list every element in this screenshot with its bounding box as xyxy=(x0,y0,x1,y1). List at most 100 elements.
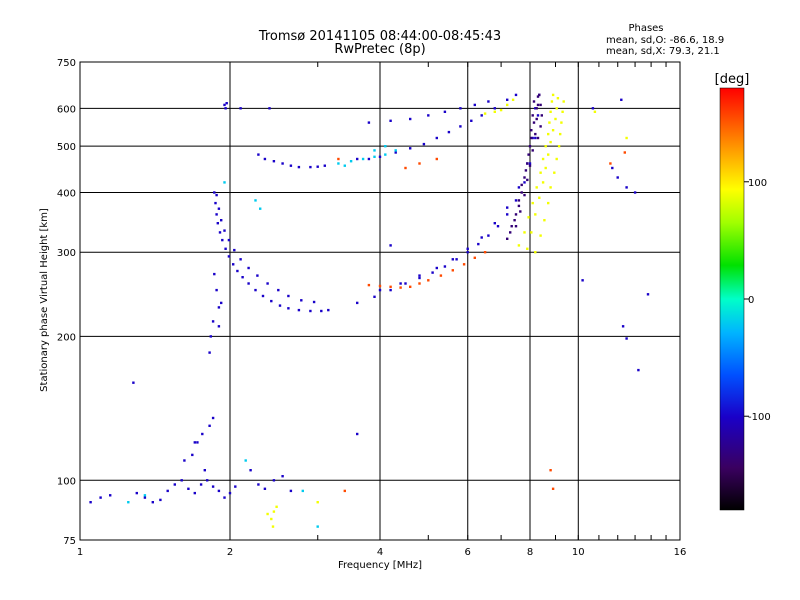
data-point xyxy=(367,121,371,124)
data-point xyxy=(439,274,443,277)
data-point xyxy=(524,169,528,172)
data-point xyxy=(548,121,551,124)
data-point xyxy=(254,199,257,202)
data-point xyxy=(543,219,546,222)
data-point xyxy=(203,469,206,472)
data-point xyxy=(151,501,154,504)
data-point xyxy=(466,247,469,250)
data-point xyxy=(539,171,542,174)
data-point xyxy=(220,219,223,222)
data-point xyxy=(418,276,421,280)
data-point xyxy=(493,110,496,113)
data-point xyxy=(549,110,552,113)
data-point xyxy=(239,258,242,261)
data-point xyxy=(173,483,176,486)
data-point xyxy=(528,145,532,148)
y-tick-label: 200 xyxy=(57,332,76,343)
data-point xyxy=(244,459,247,462)
data-point xyxy=(536,114,540,117)
data-point xyxy=(272,160,276,163)
data-point xyxy=(451,269,454,272)
data-point xyxy=(196,441,199,444)
data-point xyxy=(531,136,534,140)
data-point xyxy=(538,93,541,97)
y-axis-label: Stationary phase Virtual Height [km] xyxy=(39,208,50,392)
data-point xyxy=(562,100,565,103)
data-point xyxy=(216,222,219,225)
data-point xyxy=(301,489,304,493)
data-point xyxy=(539,234,542,237)
data-point xyxy=(356,432,359,436)
data-point xyxy=(506,237,509,240)
data-point xyxy=(373,155,376,158)
stats-heading: Phases xyxy=(628,23,663,34)
data-point xyxy=(520,191,523,194)
data-point xyxy=(443,265,447,268)
data-point xyxy=(378,155,382,158)
data-point xyxy=(384,153,387,156)
data-point xyxy=(535,186,538,189)
data-point xyxy=(611,166,614,170)
data-point xyxy=(247,282,250,285)
data-point xyxy=(199,483,203,486)
colorbar-ticks: 100 0 -100 xyxy=(744,178,771,423)
data-point xyxy=(263,157,267,161)
data-point xyxy=(234,485,237,488)
data-point xyxy=(239,107,242,110)
data-point xyxy=(270,299,273,303)
x-tick-label: 8 xyxy=(527,547,533,558)
data-point xyxy=(99,496,102,499)
data-point xyxy=(367,283,371,287)
data-point xyxy=(228,491,232,495)
data-point xyxy=(551,487,555,490)
data-point xyxy=(281,162,284,165)
data-point xyxy=(540,114,543,117)
data-point xyxy=(455,258,458,261)
data-point xyxy=(625,186,628,189)
data-point xyxy=(236,269,239,273)
data-point xyxy=(159,498,162,502)
data-point xyxy=(394,151,397,154)
data-point xyxy=(349,160,353,163)
data-point xyxy=(316,501,319,504)
data-point xyxy=(528,162,532,165)
data-point xyxy=(217,489,221,493)
data-point xyxy=(224,107,227,110)
x-tick-label: 6 xyxy=(465,547,471,558)
data-point xyxy=(367,157,371,161)
data-point xyxy=(209,335,212,338)
data-point xyxy=(514,213,518,216)
data-point xyxy=(223,496,226,499)
data-point xyxy=(520,183,523,187)
data-point xyxy=(514,225,518,228)
data-point xyxy=(373,295,376,298)
data-point xyxy=(591,107,595,110)
data-point xyxy=(356,301,359,305)
data-point xyxy=(541,157,545,161)
data-point xyxy=(257,153,260,156)
data-point xyxy=(480,236,483,239)
data-point xyxy=(217,325,221,328)
data-point xyxy=(547,132,550,136)
data-point xyxy=(625,136,628,140)
data-point xyxy=(625,337,628,340)
data-point xyxy=(211,416,215,420)
chart-title: Tromsø 20141105 08:44:00-08:45:43 xyxy=(258,29,501,44)
data-point xyxy=(526,162,529,165)
data-point xyxy=(266,282,269,285)
data-point xyxy=(135,491,138,495)
data-point xyxy=(443,110,447,113)
data-point xyxy=(323,164,326,167)
data-point xyxy=(506,206,509,209)
data-point xyxy=(208,424,211,427)
data-point xyxy=(535,107,538,110)
data-point xyxy=(513,219,516,222)
data-point xyxy=(551,129,555,132)
data-point xyxy=(506,98,509,101)
data-point xyxy=(620,98,623,101)
data-point xyxy=(193,491,196,495)
data-point xyxy=(422,142,426,146)
data-point xyxy=(527,153,530,156)
colorbar-tick-label: 100 xyxy=(748,178,767,189)
